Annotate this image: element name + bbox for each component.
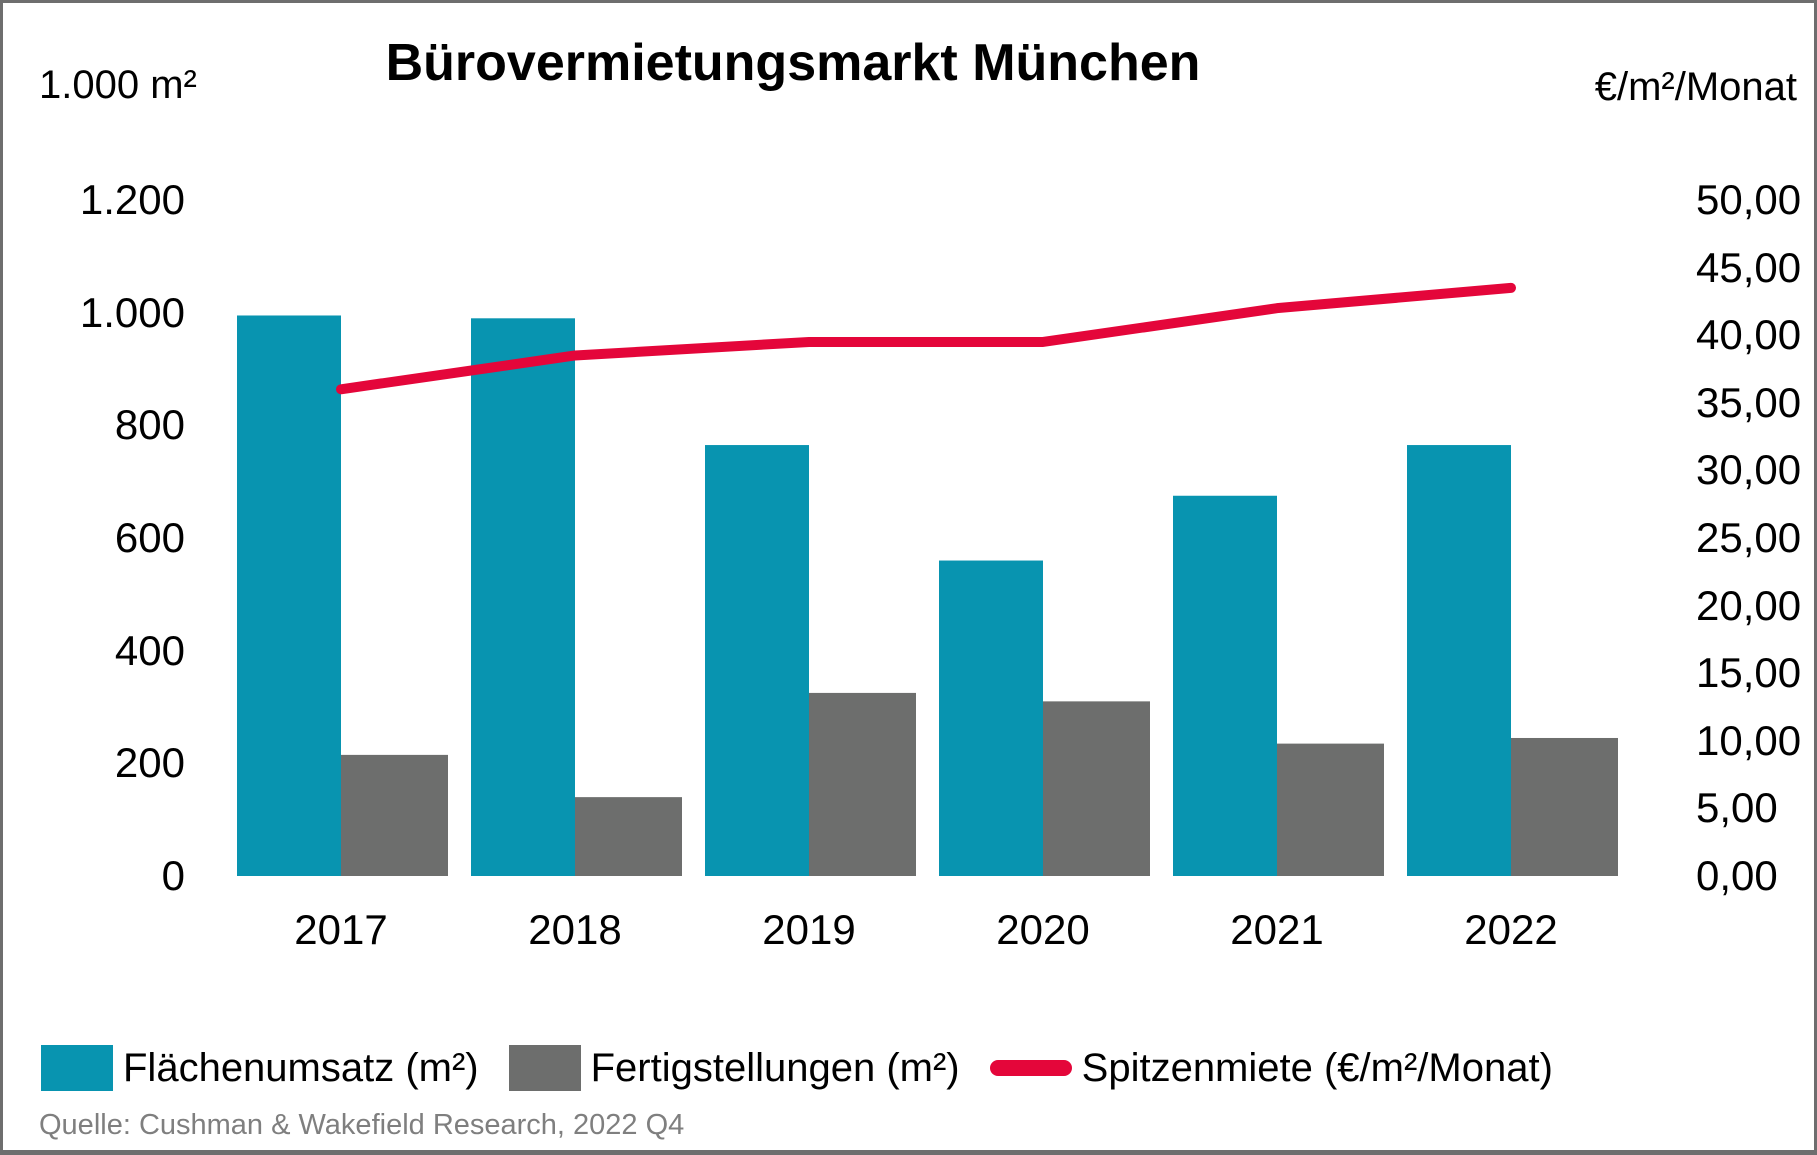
- legend-swatch-fertigstellungen: [508, 1045, 581, 1091]
- left-axis-unit: 1.000 m²: [39, 63, 197, 107]
- legend-swatch-flaechenumsatz: [41, 1045, 113, 1091]
- flaechenumsatz-bar: [705, 445, 809, 876]
- right-axis-tick: 20,00: [1696, 581, 1802, 629]
- x-axis-year-label: 2021: [1230, 906, 1324, 953]
- right-axis-unit: €/m²/Monat: [1594, 65, 1797, 109]
- x-axis-year-label: 2019: [762, 906, 856, 953]
- left-axis-tick: 800: [114, 401, 185, 449]
- spitzenmiete-line: [336, 282, 1516, 395]
- flaechenumsatz-bar: [1173, 495, 1277, 876]
- left-axis-tick: 200: [114, 739, 185, 787]
- left-axis-tick: 1.200: [79, 176, 185, 223]
- right-axis-tick: 40,00: [1696, 311, 1802, 359]
- right-axis-tick: 10,00: [1696, 716, 1802, 764]
- legend: Flächenumsatz (m²) Fertigstellungen (m²)…: [41, 1045, 1553, 1091]
- source-note: Quelle: Cushman & Wakefield Research, 20…: [39, 1109, 685, 1141]
- right-axis-tick: 0,00: [1696, 852, 1778, 899]
- legend-label-flaechenumsatz: Flächenumsatz (m²): [123, 1045, 479, 1090]
- legend-label-fertigstellungen: Fertigstellungen (m²): [590, 1045, 960, 1090]
- x-axis-year-label: 2022: [1464, 906, 1558, 953]
- fertigstellungen-bar: [809, 692, 916, 876]
- left-axis-tick: 0: [161, 852, 185, 899]
- x-axis-year-label: 2018: [528, 906, 622, 953]
- fertigstellungen-bar: [575, 797, 682, 876]
- flaechenumsatz-bar: [237, 315, 341, 876]
- flaechenumsatz-bar: [939, 560, 1043, 876]
- chart-title: Bürovermietungsmarkt München: [385, 34, 1201, 92]
- right-axis-tick: 35,00: [1696, 378, 1802, 426]
- chart-canvas: [237, 282, 1618, 876]
- fertigstellungen-bar: [1511, 737, 1618, 876]
- right-axis-tick: 5,00: [1696, 784, 1778, 832]
- right-axis-tick: 45,00: [1696, 243, 1802, 291]
- right-axis-tick: 30,00: [1696, 446, 1802, 494]
- right-axis-tick: 15,00: [1696, 649, 1802, 697]
- left-axis-tick: 1.000: [79, 288, 185, 336]
- right-axis-tick: 50,00: [1696, 176, 1802, 223]
- legend-item-spitzenmiete: Spitzenmiete (€/m²/Monat): [989, 1045, 1553, 1091]
- fertigstellungen-bar: [1043, 701, 1150, 876]
- legend-item-fertigstellungen: Fertigstellungen (m²): [508, 1045, 960, 1091]
- legend-item-flaechenumsatz: Flächenumsatz (m²): [41, 1045, 479, 1091]
- flaechenumsatz-bar: [471, 318, 575, 876]
- right-axis-tick: 25,00: [1696, 514, 1802, 561]
- x-axis-year-label: 2020: [996, 906, 1090, 953]
- legend-swatch-spitzenmiete: [989, 1060, 1072, 1076]
- legend-label-spitzenmiete: Spitzenmiete (€/m²/Monat): [1081, 1045, 1553, 1090]
- flaechenumsatz-bar: [1407, 445, 1511, 876]
- x-axis-year-label: 2017: [294, 906, 388, 953]
- left-axis-tick: 600: [114, 514, 185, 561]
- fertigstellungen-bar: [341, 754, 448, 876]
- left-axis-tick: 400: [114, 626, 185, 674]
- fertigstellungen-bar: [1277, 743, 1384, 876]
